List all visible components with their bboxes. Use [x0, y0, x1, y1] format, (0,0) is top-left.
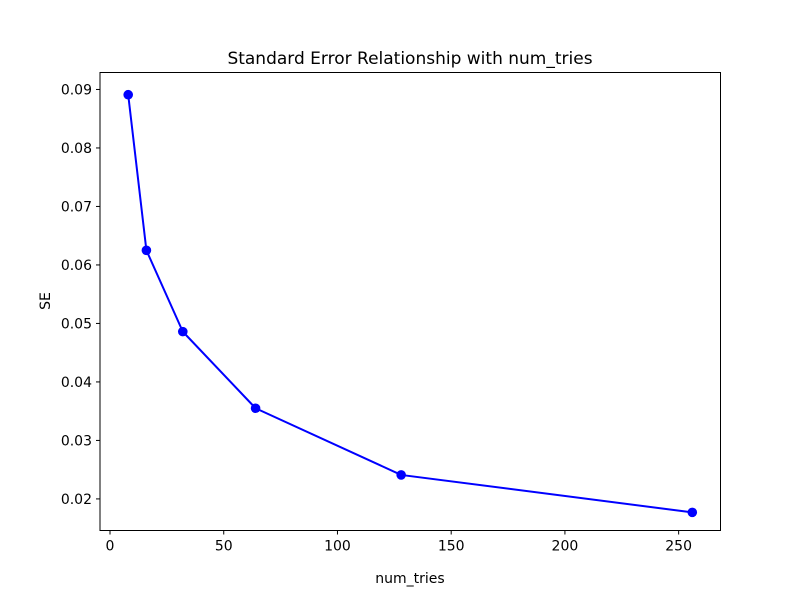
data-point-5	[687, 507, 698, 518]
y-tick-label: 0.07	[61, 199, 92, 215]
data-point-2	[177, 326, 188, 337]
x-tick-label: 100	[324, 539, 351, 555]
x-tick-label: 250	[665, 539, 692, 555]
y-tick-label: 0.09	[61, 82, 92, 98]
y-axis-label: SE	[38, 292, 54, 310]
axes-frame	[99, 72, 721, 531]
x-tick-label: 200	[552, 539, 579, 555]
x-tick-label: 150	[438, 539, 465, 555]
x-tick-label: 50	[215, 539, 233, 555]
y-tick-label: 0.08	[61, 141, 92, 157]
x-tick-label: 0	[106, 539, 115, 555]
chart-title: Standard Error Relationship with num_tri…	[227, 49, 593, 69]
data-point-0	[123, 89, 134, 100]
data-point-4	[396, 470, 406, 480]
data-point-1	[141, 245, 152, 256]
x-axis-label: num_tries	[375, 571, 445, 587]
y-tick-label: 0.05	[61, 316, 92, 332]
y-tick-label: 0.03	[61, 433, 92, 449]
y-tick-label: 0.04	[61, 375, 92, 391]
data-point-3	[250, 403, 261, 414]
y-tick-label: 0.06	[61, 258, 92, 274]
series-line	[127, 93, 694, 514]
y-tick-label: 0.02	[61, 492, 92, 508]
